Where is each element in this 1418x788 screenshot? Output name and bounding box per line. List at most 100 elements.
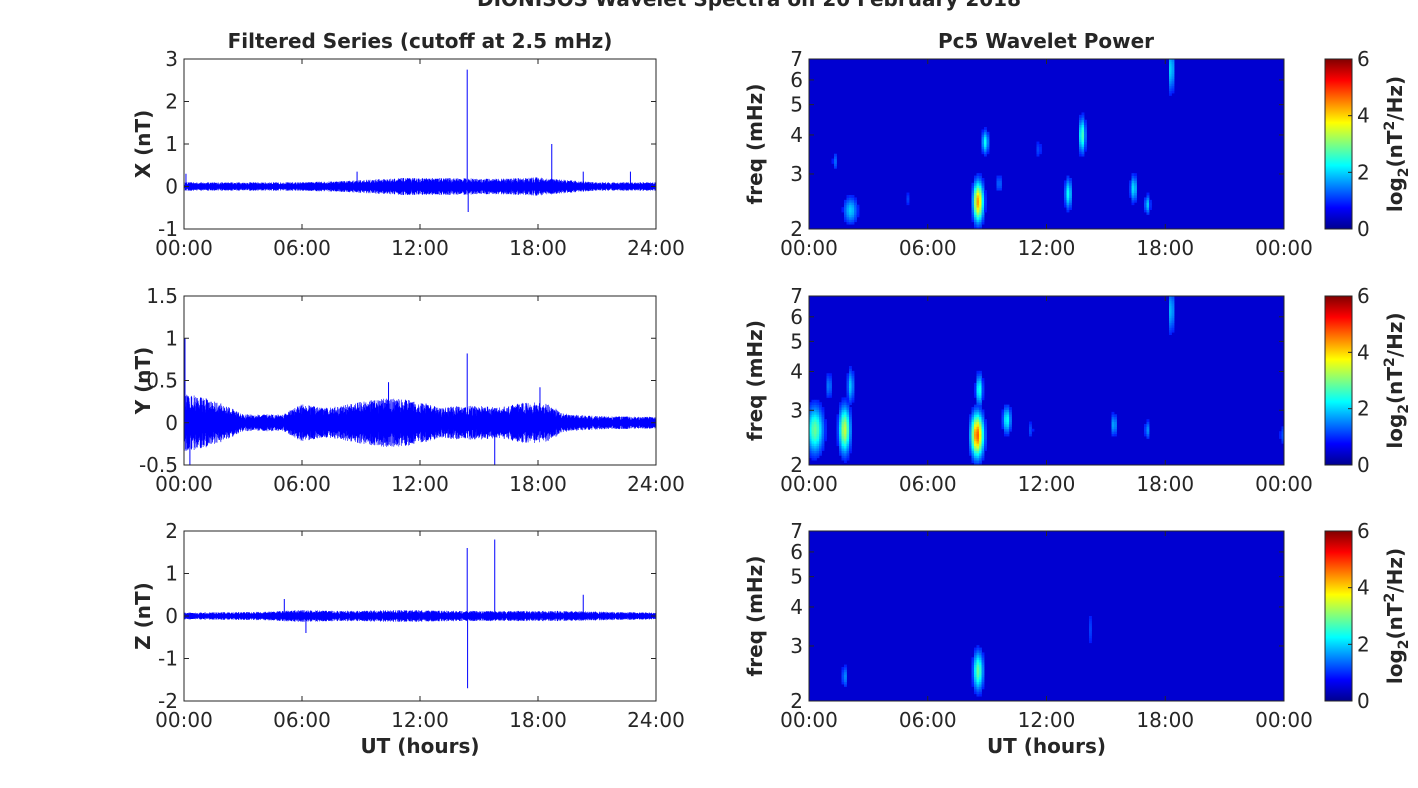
series-xtick-label: 00:00 (155, 708, 213, 732)
colorbar-2 (1324, 295, 1353, 466)
wavelet-ytick-label: 2 (790, 689, 803, 713)
series-xtick-label: 24:00 (627, 236, 685, 260)
series-xtick-label: 12:00 (391, 708, 449, 732)
series-ytick-label: 0 (165, 411, 178, 435)
colorbar-label: log2(nT2/Hz) (1382, 76, 1412, 212)
series-ytick-label: 3 (165, 47, 178, 71)
wavelet-ytick-label: 4 (790, 123, 803, 147)
series-ytick-label: 2 (165, 90, 178, 114)
series-xtick-label: 12:00 (391, 236, 449, 260)
wavelet-ytick-label: 7 (790, 47, 803, 71)
series-ytick-label: -1 (158, 647, 178, 671)
series-xtick-label: 06:00 (273, 472, 331, 496)
wavelet-xtick-label: 06:00 (899, 708, 957, 732)
series-trace-2 (183, 394, 657, 451)
wavelet-ytick-label: 4 (790, 359, 803, 383)
right-column-title: Pc5 Wavelet Power (938, 29, 1154, 53)
colorbar-tick-label: 2 (1357, 632, 1370, 656)
wavelet-background (809, 296, 1284, 465)
colorbar-label: log2(nT2/Hz) (1382, 548, 1412, 684)
wavelet-ytick-label: 3 (790, 634, 803, 658)
wavelet-ytick-label: 6 (790, 540, 803, 564)
series-xtick-label: 24:00 (627, 472, 685, 496)
wavelet-ytick-label: 4 (790, 595, 803, 619)
wavelet-ytick-label: 5 (790, 329, 803, 353)
series-xtick-label: 06:00 (273, 708, 331, 732)
series-panel-3: -2 -1 0 1 2 00:00 06:00 12:00 18:00 24:00 Z (nT) UT… (131, 519, 685, 758)
series-ytick-label: 2 (165, 519, 178, 543)
colorbar-tick-label: 4 (1357, 576, 1370, 600)
series-xlabel: UT (hours) (360, 734, 479, 758)
series-ytick-label: 1.5 (146, 284, 178, 308)
colorbar-tick-label: 6 (1357, 47, 1370, 71)
wavelet-xtick-label: 00:00 (1255, 472, 1313, 496)
wavelet-xtick-label: 00:00 (1255, 708, 1313, 732)
series-ytick-label: 0 (165, 604, 178, 628)
series-xtick-label: 12:00 (391, 472, 449, 496)
series-ytick-label: 0 (165, 175, 178, 199)
series-ylabel: Z (nT) (131, 582, 155, 650)
series-ytick-label: 1 (165, 132, 178, 156)
wavelet-background (809, 59, 1284, 229)
figure-suptitle: DIONISOS Wavelet Spectra on 20 February … (477, 0, 1021, 11)
series-ytick-label: 1 (165, 562, 178, 586)
series-xtick-label: 24:00 (627, 708, 685, 732)
wavelet-xtick-label: 06:00 (899, 236, 957, 260)
series-ylabel: Y (nT) (131, 347, 155, 416)
wavelet-ylabel: freq (mHz) (743, 556, 767, 677)
series-xtick-label: 18:00 (509, 236, 567, 260)
wavelet-ytick-label: 6 (790, 68, 803, 92)
wavelet-xtick-label: 12:00 (1018, 236, 1076, 260)
wavelet-xtick-label: 12:00 (1018, 708, 1076, 732)
wavelet-xtick-label: 18:00 (1136, 472, 1194, 496)
wavelet-ytick-label: 3 (790, 398, 803, 422)
wavelet-xtick-label: 12:00 (1018, 472, 1076, 496)
colorbar-tick-label: 4 (1357, 104, 1370, 128)
wavelet-xtick-label: 06:00 (899, 472, 957, 496)
wavelet-xlabel: UT (hours) (987, 734, 1106, 758)
colorbar-tick-label: 0 (1357, 689, 1370, 713)
wavelet-ytick-label: 2 (790, 217, 803, 241)
colorbar-tick-label: 6 (1357, 519, 1370, 543)
wavelet-ytick-label: 7 (790, 519, 803, 543)
series-ytick-label: 1 (165, 326, 178, 350)
wavelet-ylabel: freq (mHz) (743, 320, 767, 441)
series-trace-3 (183, 610, 657, 622)
series-ytick-label: 0.5 (146, 369, 178, 393)
colorbar-label: log2(nT2/Hz) (1382, 312, 1412, 448)
wavelet-ytick-label: 6 (790, 305, 803, 329)
series-xtick-label: 18:00 (509, 472, 567, 496)
series-xtick-label: 06:00 (273, 236, 331, 260)
wavelet-xtick-label: 00:00 (780, 236, 838, 260)
series-ytick-label: -0.5 (139, 453, 178, 477)
wavelet-xtick-label: 00:00 (780, 708, 838, 732)
wavelet-ytick-label: 2 (790, 453, 803, 477)
series-xtick-label: 00:00 (155, 236, 213, 260)
colorbar-3 (1324, 530, 1353, 702)
series-panel-1: -1 0 1 2 3 00:00 06:00 12:00 18:00 24:00 X (nT) (131, 47, 685, 260)
wavelet-ytick-label: 7 (790, 284, 803, 308)
series-xtick-label: 00:00 (155, 472, 213, 496)
colorbar-tick-label: 6 (1357, 284, 1370, 308)
series-panel-2: -0.5 0 0.5 1 1.5 00:00 06:00 12:00 18:00 24:00 Y (… (131, 284, 685, 496)
wavelet-ylabel: freq (mHz) (743, 84, 767, 205)
series-xtick-label: 18:00 (509, 708, 567, 732)
series-ytick-label: -2 (158, 689, 178, 713)
wavelet-xtick-label: 00:00 (780, 472, 838, 496)
wavelet-ytick-label: 5 (790, 93, 803, 117)
colorbar-tick-label: 0 (1357, 217, 1370, 241)
series-trace-1 (183, 177, 657, 196)
colorbar-tick-label: 4 (1357, 340, 1370, 364)
colorbar-1 (1324, 58, 1353, 230)
series-ytick-label: -1 (158, 217, 178, 241)
left-column-title: Filtered Series (cutoff at 2.5 mHz) (228, 29, 613, 53)
series-ylabel: X (nT) (131, 110, 155, 179)
wavelet-xtick-label: 18:00 (1136, 236, 1194, 260)
wavelet-xtick-label: 18:00 (1136, 708, 1194, 732)
wavelet-ytick-label: 5 (790, 565, 803, 589)
series-axes-1 (183, 58, 657, 230)
